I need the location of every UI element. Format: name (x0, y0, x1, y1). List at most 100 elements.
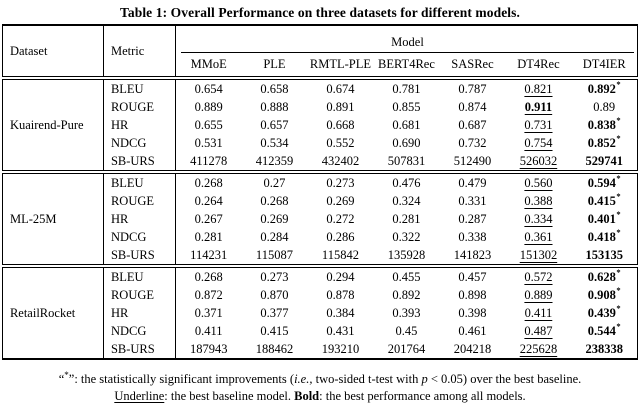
value-text: 0.687 (458, 117, 487, 132)
table-row: Kuairend-Pure BLEU 0.654 0.658 0.674 0.781 0.7… (2, 78, 637, 172)
value-cell: 225628 (505, 340, 571, 359)
value-text: 512490 (453, 153, 492, 168)
value-cell: 0.838* (571, 116, 637, 134)
value-text: 0.476 (392, 175, 421, 190)
value-text: 0.457 (458, 269, 487, 284)
value-text: 0.415 (260, 323, 289, 338)
value-cell: 0.476 (373, 172, 439, 192)
value-text: 153135 (585, 247, 623, 262)
header-model-group: Model (175, 25, 637, 53)
value-cell: 193210 (307, 340, 373, 359)
metric-cell: BLEU (103, 78, 176, 98)
value-text: 115087 (255, 247, 293, 262)
table-row: NDCG 0.281 0.284 0.286 0.322 0.338 0.361 0.418* (2, 228, 637, 246)
footnote-p-symbol: p (421, 372, 428, 386)
header-model-ple: PLE (263, 57, 286, 71)
value-text: 0.572 (524, 269, 553, 284)
value-text: 0.731 (524, 117, 553, 132)
header-model-mmoe: MMoE (190, 57, 227, 71)
value-text: 135928 (387, 247, 426, 262)
value-text: 0.284 (260, 229, 289, 244)
value-text: 0.674 (326, 81, 355, 96)
value-cell: 0.439* (571, 304, 637, 322)
footnote-underline-word: Underline (114, 389, 165, 403)
metric-cell: BLEU (103, 172, 176, 192)
value-text: 0.334 (524, 211, 553, 226)
value-cell: 188462 (241, 340, 307, 359)
significance-star: * (616, 79, 621, 90)
dataset-block: Kuairend-Pure BLEU 0.654 0.658 0.674 0.781 0.7… (2, 78, 637, 172)
value-text: 0.411 (524, 305, 553, 320)
value-text: 0.594 (587, 175, 616, 190)
value-text: 141823 (453, 247, 492, 262)
metric-cell: ROUGE (103, 286, 176, 304)
value-cell: 0.870 (241, 286, 307, 304)
table-row: ROUGE 0.889 0.888 0.891 0.855 0.874 0.911 0.89 (2, 98, 637, 116)
header-model-dt4rec: DT4Rec (517, 57, 560, 71)
value-text: 0.534 (260, 135, 289, 150)
value-text: 0.273 (260, 269, 289, 284)
value-text: 193210 (321, 341, 360, 356)
value-cell: 0.898 (439, 286, 505, 304)
value-text: 0.324 (392, 193, 421, 208)
value-cell: 0.594* (571, 172, 637, 192)
table-row: HR 0.267 0.269 0.272 0.281 0.287 0.334 0.401* (2, 210, 637, 228)
value-text: 0.560 (524, 175, 553, 190)
footnote-bold-word: Bold (294, 389, 320, 403)
table-row: ML-25M BLEU 0.268 0.27 0.273 0.476 0.479 0.560 0… (2, 172, 637, 266)
value-text: 0.384 (326, 305, 355, 320)
value-text: 238338 (585, 341, 623, 356)
metric-cell: HR (103, 304, 176, 322)
footnote-open-quote: “ (58, 372, 65, 386)
value-cell: 0.874 (439, 98, 505, 116)
value-cell: 0.267 (175, 210, 241, 228)
value-cell: 526032 (505, 152, 571, 172)
metric-cell: SB-URS (103, 340, 176, 359)
value-text: 0.431 (326, 323, 355, 338)
footnote-star-symbol: * (64, 369, 69, 380)
value-cell: 0.889 (175, 98, 241, 116)
dataset-name-cell: Kuairend-Pure (2, 78, 104, 172)
value-text: 0.668 (326, 117, 355, 132)
value-text: 0.27 (263, 175, 286, 190)
value-cell: 187943 (175, 340, 241, 359)
value-text: 0.911 (524, 99, 553, 114)
value-cell: 135928 (373, 246, 439, 266)
value-text: 432402 (321, 153, 360, 168)
value-cell: 0.281 (175, 228, 241, 246)
significance-star: * (616, 173, 621, 184)
value-cell: 0.787 (439, 78, 505, 98)
table-row: RetailRocket BLEU 0.268 0.273 0.294 0.455 0.45… (2, 266, 637, 359)
value-text: 526032 (519, 153, 558, 168)
value-text: 0.787 (458, 81, 487, 96)
value-cell: 0.331 (439, 192, 505, 210)
value-cell: 114231 (175, 246, 241, 266)
value-cell: 0.855 (373, 98, 439, 116)
value-text: 0.294 (326, 269, 355, 284)
value-cell: 0.334 (505, 210, 571, 228)
header-model-sasrec: SASRec (451, 57, 494, 71)
value-text: 0.681 (392, 117, 421, 132)
value-text: 0.415 (587, 193, 616, 208)
header-model-rmtl-ple: RMTL-PLE (309, 57, 371, 71)
value-text: 0.658 (260, 81, 289, 96)
value-text: 0.286 (326, 229, 355, 244)
value-cell: 0.674 (307, 78, 373, 98)
value-text: 0.531 (194, 135, 223, 150)
value-cell: 0.681 (373, 116, 439, 134)
value-cell: 0.781 (373, 78, 439, 98)
value-cell: 0.888 (241, 98, 307, 116)
metric-cell: ROUGE (103, 192, 176, 210)
value-text: 0.657 (260, 117, 289, 132)
value-text: 0.268 (194, 269, 223, 284)
value-text: 0.272 (326, 211, 355, 226)
value-text: 0.874 (458, 99, 487, 114)
value-cell: 0.268 (175, 266, 241, 286)
significance-star: * (616, 192, 621, 202)
significance-star: * (616, 116, 621, 126)
value-cell: 0.286 (307, 228, 373, 246)
metric-cell: SB-URS (103, 246, 176, 266)
value-cell: 0.324 (373, 192, 439, 210)
footnote-ie: i.e., (294, 372, 313, 386)
value-cell: 0.655 (175, 116, 241, 134)
